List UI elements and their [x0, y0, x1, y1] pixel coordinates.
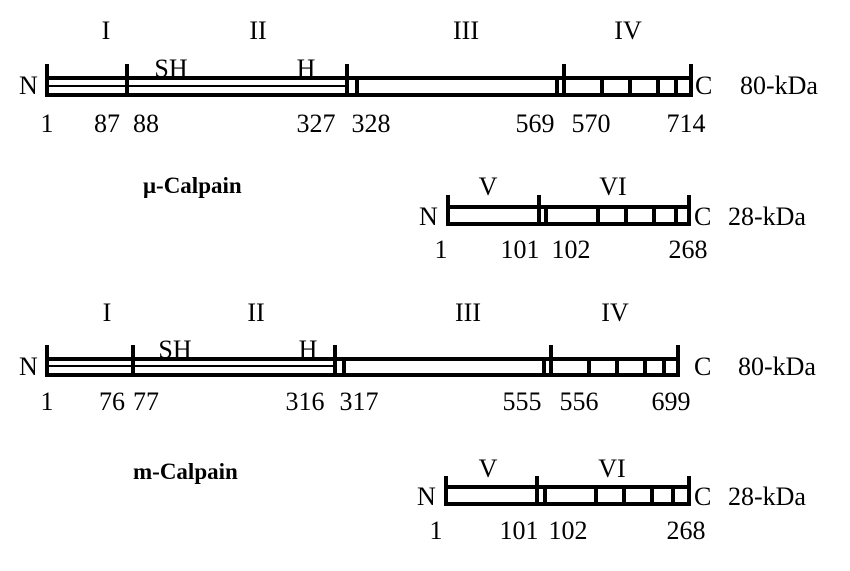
mu-28-pos-268: 268 — [668, 235, 708, 264]
m-80kda-bar — [45, 345, 680, 377]
m-80-domain-II: II — [247, 298, 265, 327]
m-28-c-terminus: C — [694, 482, 712, 511]
mu-80-pos-714: 714 — [666, 109, 706, 138]
mu-80-pos-87: 87 — [94, 109, 120, 138]
mu-80kda-bar — [45, 64, 693, 97]
m-28-pos-1: 1 — [429, 516, 443, 545]
mu-80-pos-327: 327 — [296, 109, 336, 138]
mu-28kda-bar — [446, 195, 691, 226]
m-80-motif-H: H — [298, 335, 318, 364]
mu-80-pos-88: 88 — [133, 109, 159, 138]
mu-28-pos-102: 102 — [551, 235, 591, 264]
m-80-size-label: 80-kDa — [738, 352, 816, 381]
m-28kda-bar — [444, 476, 691, 506]
mu-80-domain-IV: IV — [614, 16, 642, 45]
mu-80-pos-570: 570 — [571, 109, 611, 138]
m-80-domain-IV: IV — [601, 298, 629, 327]
mu-80-motif-SH: SH — [154, 54, 188, 83]
mu-28-n-terminus: N — [419, 202, 438, 231]
m-80-n-terminus: N — [19, 352, 38, 381]
m-80-motif-SH: SH — [158, 335, 192, 364]
m-80-pos-1: 1 — [40, 387, 54, 416]
mu-80-n-terminus: N — [19, 71, 38, 100]
m-80-pos-76: 76 — [99, 387, 125, 416]
mu-80-pos-1: 1 — [40, 109, 54, 138]
m-80-c-terminus: C — [694, 352, 712, 381]
mu-28-c-terminus: C — [694, 202, 712, 231]
mu-80-motif-H: H — [296, 54, 316, 83]
m-28-size-label: 28-kDa — [728, 482, 806, 511]
mu-80-domain-II: II — [249, 16, 267, 45]
mu-28-pos-1: 1 — [434, 235, 448, 264]
mu-80-c-terminus: C — [695, 71, 713, 100]
m-80-domain-III: III — [455, 298, 481, 327]
mu-28-domain-VI: VI — [599, 172, 627, 201]
mu-80-domain-I: I — [101, 16, 111, 45]
mu-28-pos-101: 101 — [500, 235, 540, 264]
mu-calpain-title: μ-Calpain — [143, 173, 242, 198]
m-80-pos-556: 556 — [559, 387, 599, 416]
mu-80-pos-328: 328 — [351, 109, 391, 138]
m-80-pos-699: 699 — [651, 387, 691, 416]
m-80-domain-I: I — [102, 298, 112, 327]
m-80-pos-316: 316 — [285, 387, 325, 416]
mu-80-domain-III: III — [453, 16, 479, 45]
m-80-pos-555: 555 — [502, 387, 542, 416]
m-80-pos-77: 77 — [133, 387, 159, 416]
m-28-pos-268: 268 — [666, 516, 706, 545]
m-calpain-title: m-Calpain — [133, 459, 238, 484]
m-28-pos-102: 102 — [548, 516, 588, 545]
m-28-n-terminus: N — [417, 482, 436, 511]
m-28-domain-VI: VI — [598, 454, 626, 483]
mu-80-size-label: 80-kDa — [740, 71, 818, 100]
mu-28-size-label: 28-kDa — [728, 202, 806, 231]
m-28-pos-101: 101 — [499, 516, 539, 545]
mu-80-pos-569: 569 — [515, 109, 555, 138]
mu-28-domain-V: V — [478, 172, 498, 201]
m-28-domain-V: V — [478, 454, 498, 483]
m-80-pos-317: 317 — [339, 387, 379, 416]
